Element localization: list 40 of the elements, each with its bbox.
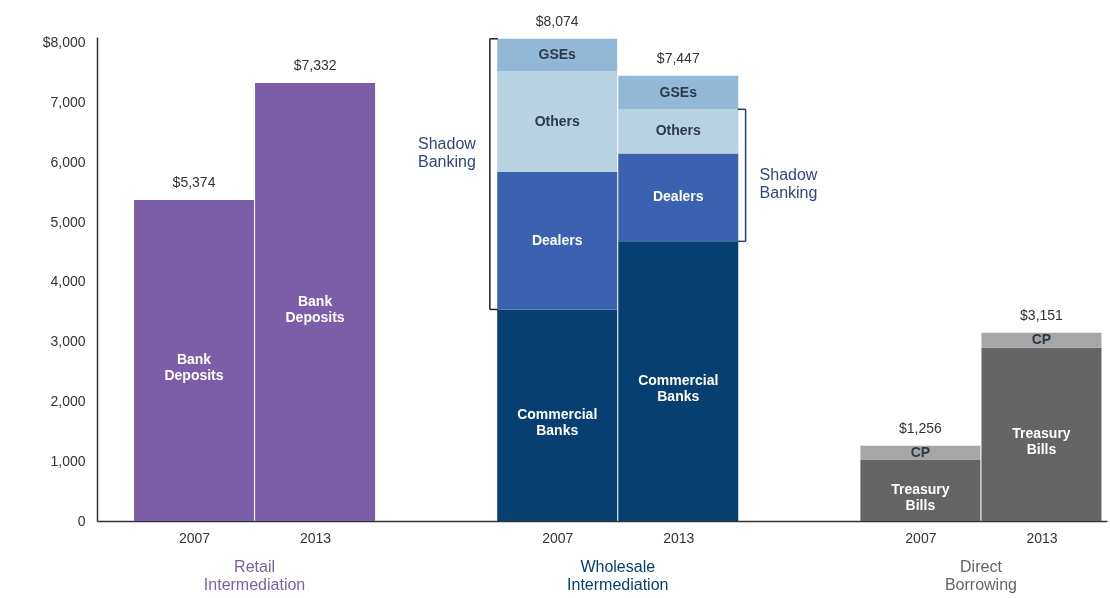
y-tick-label: 5,000 [50,213,86,230]
total-label: $5,374 [172,173,216,190]
total-label: $7,447 [656,49,700,66]
y-tick-label: $8,000 [42,34,86,51]
x-tick-label: 2013 [1026,529,1058,546]
text: CP [1031,331,1052,348]
text: Dealers [531,231,583,248]
total-label: $1,256 [898,419,943,436]
series-label: Bank Deposits [285,292,345,325]
series-label: CP [910,443,931,460]
series-label: Dealers [652,188,704,205]
x-tick-label: 2007 [178,529,211,546]
series-label: GSEs [538,45,577,62]
text: Bank Deposits [164,351,224,384]
total-label: $7,332 [293,56,337,73]
y-tick-label: 7,000 [50,94,86,111]
text: Commercial Banks [517,406,598,439]
text: Treasury Bills [1012,425,1071,458]
y-tick-label: 4,000 [50,273,86,290]
text: Retail Intermediation [203,558,306,593]
y-tick-label: 1,000 [50,452,86,469]
annotation: Shadow Banking [418,135,477,171]
x-tick-label: 2007 [905,529,937,546]
total-label: $8,074 [535,12,579,29]
y-tick-label: 2,000 [50,392,86,409]
total-label: $3,151 [1020,306,1064,323]
x-tick-label: 2007 [542,529,574,546]
text: Others [534,112,580,129]
y-tick-label: 0 [77,512,86,529]
y-tick-label: 6,000 [50,153,86,170]
text: GSEs [659,83,697,100]
y-tick-label: 3,000 [50,333,86,350]
series-label: Treasury Bills [891,481,950,514]
series-label: Commercial Banks [638,372,719,405]
text: Direct Borrowing [944,558,1017,593]
annotation: Shadow Banking [759,166,818,202]
x-tick-label: 2013 [300,529,332,546]
series-label: Others [655,122,702,139]
text: Wholesale Intermediation [567,558,669,593]
x-tick-label: 2013 [663,529,695,546]
